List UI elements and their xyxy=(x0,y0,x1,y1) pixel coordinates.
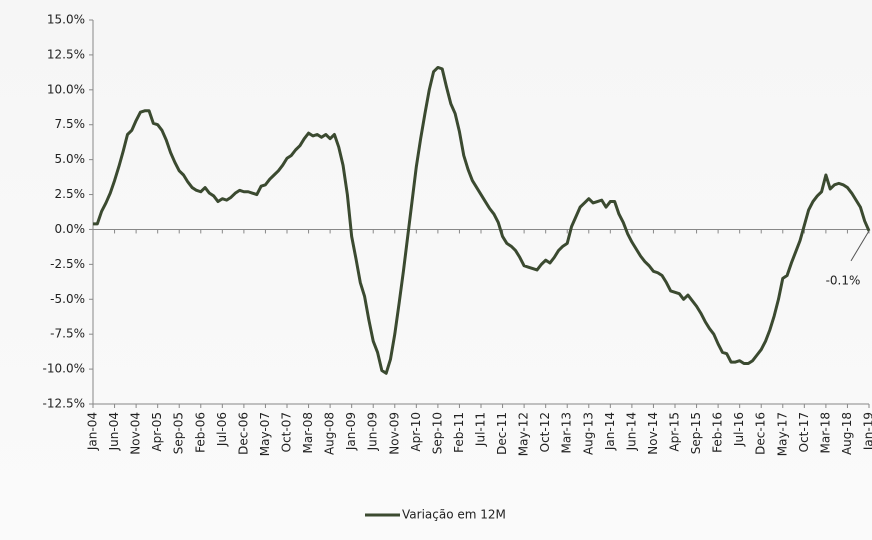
x-tick-label: Jun-09 xyxy=(366,412,380,451)
x-tick-label: Feb-11 xyxy=(452,412,466,453)
x-tick-label: Nov-14 xyxy=(646,412,660,455)
x-tick-label: Dec-11 xyxy=(495,412,509,455)
x-tick-label: Sep-15 xyxy=(689,412,703,454)
y-tick-label: 12.5% xyxy=(47,47,85,61)
x-tick-label: Apr-15 xyxy=(668,412,682,452)
y-tick-label: -2.5% xyxy=(50,257,85,271)
x-tick-label: Mar-13 xyxy=(560,412,574,453)
x-tick-label: Jul-16 xyxy=(732,412,746,447)
x-tick-label: Apr-10 xyxy=(409,412,423,452)
x-tick-label: Aug-08 xyxy=(323,412,337,455)
x-tick-label: Jul-11 xyxy=(474,412,488,447)
x-tick-label: May-07 xyxy=(258,412,272,456)
series-line xyxy=(93,65,871,375)
y-tick-label: -7.5% xyxy=(50,327,85,341)
x-tick-label: Apr-05 xyxy=(150,412,164,452)
x-tick-label: Aug-13 xyxy=(581,412,595,455)
x-tick-label: Sep-05 xyxy=(172,412,186,454)
x-tick-label: Mar-08 xyxy=(301,412,315,453)
x-tick-label: Nov-04 xyxy=(129,412,143,455)
y-tick-label: -10.0% xyxy=(43,362,85,376)
x-tick-label: Dec-06 xyxy=(236,412,250,455)
y-tick-label: -12.5% xyxy=(43,397,85,411)
y-tick-label: -5.0% xyxy=(50,292,85,306)
x-tick-label: Jan-14 xyxy=(603,412,617,451)
x-tick-label: Feb-06 xyxy=(193,412,207,453)
y-tick-label: 2.5% xyxy=(55,187,86,201)
x-tick-label: Mar-18 xyxy=(818,412,832,453)
x-tick-label: Feb-16 xyxy=(711,412,725,453)
x-tick-label: Jan-19 xyxy=(862,412,872,451)
legend-label: Variação em 12M xyxy=(402,508,506,522)
x-tick-label: Dec-16 xyxy=(754,412,768,455)
x-tick-label: Aug-18 xyxy=(840,412,854,455)
y-tick-label: 0.0% xyxy=(55,222,86,236)
x-tick-label: Oct-07 xyxy=(280,412,294,452)
x-tick-label: Jun-14 xyxy=(624,412,638,451)
x-tick-label: Jun-04 xyxy=(107,412,121,451)
x-tick-label: Nov-09 xyxy=(387,412,401,455)
y-tick-label: 7.5% xyxy=(55,117,86,131)
y-tick-label: 10.0% xyxy=(47,82,85,96)
x-tick-label: Jul-06 xyxy=(215,412,229,447)
x-tick-label: Jan-09 xyxy=(344,412,358,451)
x-tick-label: Oct-12 xyxy=(538,412,552,452)
y-tick-label: 5.0% xyxy=(55,152,86,166)
x-tick-label: May-17 xyxy=(775,412,789,456)
x-tick-label: Jan-04 xyxy=(86,412,100,451)
y-tick-label: 15.0% xyxy=(47,13,85,27)
label-leader xyxy=(850,230,870,262)
x-tick-label: May-12 xyxy=(517,412,531,456)
data-label: -0.1% xyxy=(826,273,861,287)
x-tick-label: Sep-10 xyxy=(430,412,444,454)
x-tick-label: Oct-17 xyxy=(797,412,811,452)
